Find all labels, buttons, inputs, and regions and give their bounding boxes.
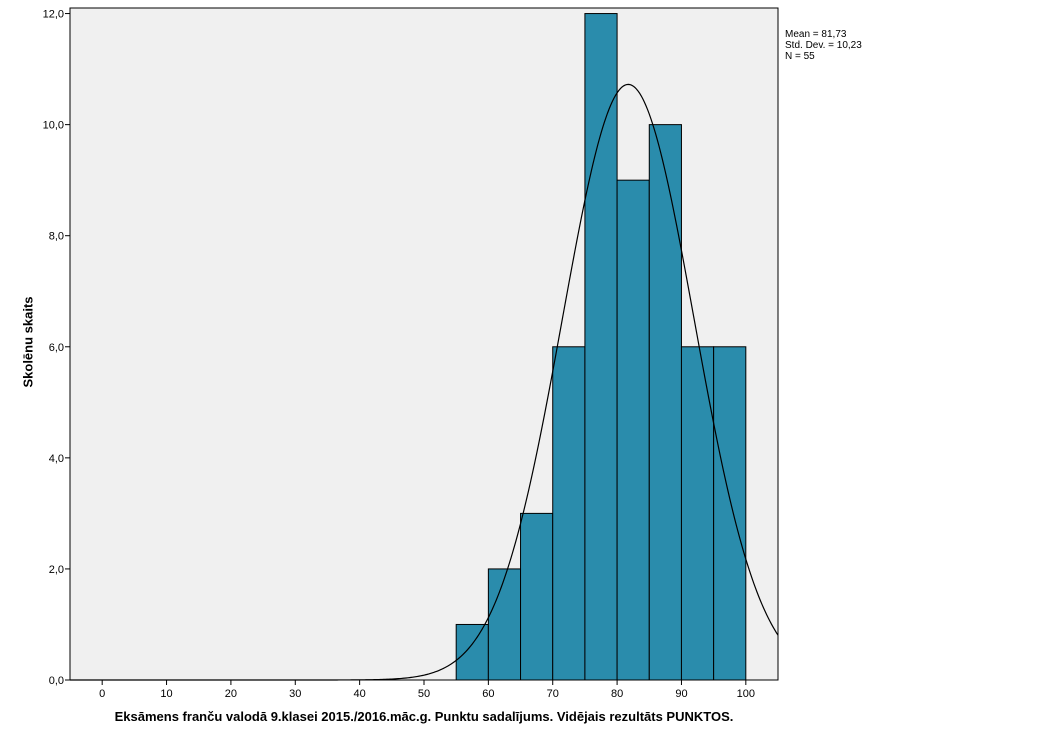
y-tick-label-6: 12,0 — [43, 9, 64, 21]
x-tick-label-20: 20 — [225, 688, 237, 700]
x-tick-label-90: 90 — [675, 688, 687, 700]
histogram-bar-75-80 — [584, 13, 618, 681]
x-axis-label: Eksāmens franču valodā 9.klasei 2015./20… — [114, 709, 734, 724]
y-axis-label: Skolēnu skaits — [20, 296, 36, 388]
x-axis: 0 10 20 30 40 50 60 70 80 90 100 — [99, 680, 755, 700]
histogram-bar-65-70 — [520, 512, 554, 681]
histogram-bar-60-65 — [487, 568, 522, 681]
histogram-bar-55-60 — [455, 623, 489, 681]
y-tick-label-3: 6,0 — [49, 342, 64, 354]
x-tick-label-60: 60 — [482, 688, 494, 700]
stats-std-dev: Std. Dev. = 10,23 — [785, 40, 862, 51]
x-tick-label-100: 100 — [737, 688, 755, 700]
histogram-bar-85-90 — [648, 124, 682, 681]
y-tick-label-2: 4,0 — [49, 453, 64, 465]
x-tick-label-0: 0 — [99, 688, 105, 700]
histogram-bar-95-100 — [713, 346, 747, 681]
y-tick-label-0: 0,0 — [49, 675, 64, 687]
x-tick-label-50: 50 — [418, 688, 430, 700]
x-tick-label-30: 30 — [289, 688, 301, 700]
y-axis: 0,0 2,0 4,0 6,0 8,0 10,0 12,0 — [43, 9, 70, 687]
y-tick-label-1: 2,0 — [49, 564, 64, 576]
y-tick-label-4: 8,0 — [49, 231, 64, 243]
x-tick-label-40: 40 — [354, 688, 366, 700]
y-tick-label-5: 10,0 — [43, 120, 64, 132]
x-tick-label-10: 10 — [160, 688, 172, 700]
stats-box: Mean = 81,73 Std. Dev. = 10,23 N = 55 — [785, 29, 862, 62]
histogram-bars — [455, 13, 747, 681]
x-tick-label-80: 80 — [611, 688, 623, 700]
normal-curve — [70, 83, 779, 681]
histogram-bar-70-75 — [552, 346, 586, 681]
histogram-bar-80-85 — [616, 179, 650, 681]
stats-n: N = 55 — [785, 51, 815, 62]
histogram-bar-90-95 — [680, 346, 715, 681]
stats-mean: Mean = 81,73 — [785, 29, 847, 40]
x-tick-label-70: 70 — [547, 688, 559, 700]
